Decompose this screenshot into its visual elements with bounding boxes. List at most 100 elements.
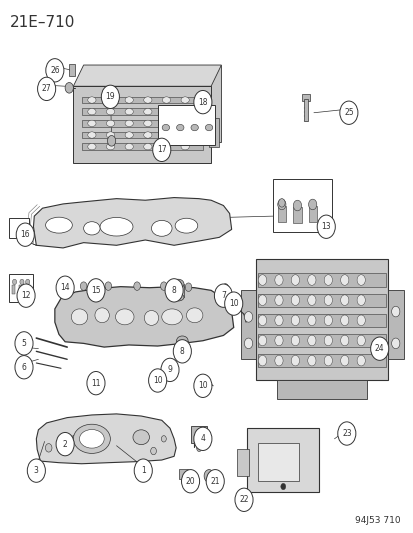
Circle shape xyxy=(356,295,364,305)
Circle shape xyxy=(307,335,315,346)
Text: 8: 8 xyxy=(180,347,184,356)
Circle shape xyxy=(161,358,178,382)
Circle shape xyxy=(80,282,87,290)
Text: 13: 13 xyxy=(320,222,330,231)
Polygon shape xyxy=(258,354,385,367)
Polygon shape xyxy=(240,290,256,359)
Bar xyxy=(293,207,301,223)
Text: 12: 12 xyxy=(21,291,31,300)
Bar xyxy=(257,443,298,481)
Circle shape xyxy=(105,282,112,290)
Circle shape xyxy=(56,432,74,456)
Ellipse shape xyxy=(115,309,134,325)
Circle shape xyxy=(291,335,299,346)
Text: 21: 21 xyxy=(210,477,219,486)
Circle shape xyxy=(56,276,74,300)
Text: 21E–710: 21E–710 xyxy=(9,14,75,30)
Circle shape xyxy=(280,483,285,490)
Ellipse shape xyxy=(172,294,183,301)
Ellipse shape xyxy=(162,124,169,131)
Circle shape xyxy=(20,279,24,285)
Circle shape xyxy=(193,374,211,398)
Ellipse shape xyxy=(106,143,114,150)
Circle shape xyxy=(65,83,73,93)
Circle shape xyxy=(340,315,348,326)
Circle shape xyxy=(277,199,285,210)
Circle shape xyxy=(193,427,211,450)
Circle shape xyxy=(274,335,282,346)
Circle shape xyxy=(356,335,364,346)
Circle shape xyxy=(308,199,316,210)
Circle shape xyxy=(293,200,301,211)
Circle shape xyxy=(134,459,152,482)
Circle shape xyxy=(148,369,166,392)
Bar xyxy=(19,285,23,294)
Circle shape xyxy=(291,295,299,305)
Polygon shape xyxy=(256,259,387,381)
Polygon shape xyxy=(18,294,21,298)
Ellipse shape xyxy=(172,279,183,289)
Text: 17: 17 xyxy=(157,146,166,155)
Text: 25: 25 xyxy=(343,108,353,117)
Text: 26: 26 xyxy=(50,66,59,75)
Polygon shape xyxy=(33,198,231,248)
Circle shape xyxy=(244,312,252,322)
Polygon shape xyxy=(81,97,202,103)
Ellipse shape xyxy=(125,143,133,150)
Ellipse shape xyxy=(180,132,189,138)
Text: 16: 16 xyxy=(20,230,30,239)
Ellipse shape xyxy=(143,120,152,126)
Bar xyxy=(69,64,75,76)
Text: 10: 10 xyxy=(197,381,207,390)
Ellipse shape xyxy=(95,308,109,322)
Polygon shape xyxy=(73,86,211,163)
Polygon shape xyxy=(387,290,403,359)
Bar xyxy=(178,469,188,479)
Bar xyxy=(172,284,183,297)
Circle shape xyxy=(356,315,364,326)
Ellipse shape xyxy=(143,132,152,138)
Circle shape xyxy=(45,443,52,452)
Bar xyxy=(209,118,219,147)
Circle shape xyxy=(87,372,105,395)
Circle shape xyxy=(185,283,191,292)
Ellipse shape xyxy=(100,217,133,236)
Text: 10: 10 xyxy=(228,299,238,308)
Circle shape xyxy=(316,215,335,238)
Text: 4: 4 xyxy=(200,434,205,443)
Ellipse shape xyxy=(176,350,188,358)
Ellipse shape xyxy=(125,132,133,138)
Ellipse shape xyxy=(125,97,133,103)
Circle shape xyxy=(258,335,266,346)
Circle shape xyxy=(340,295,348,305)
Text: 27: 27 xyxy=(42,84,51,93)
Bar xyxy=(272,179,332,232)
Circle shape xyxy=(356,274,364,285)
Ellipse shape xyxy=(106,109,114,115)
Circle shape xyxy=(258,274,266,285)
Circle shape xyxy=(17,284,35,308)
Circle shape xyxy=(258,315,266,326)
Text: 5: 5 xyxy=(21,339,26,348)
Circle shape xyxy=(214,284,232,308)
Bar xyxy=(12,285,15,294)
Ellipse shape xyxy=(143,109,152,115)
Circle shape xyxy=(15,332,33,355)
Circle shape xyxy=(323,274,332,285)
Ellipse shape xyxy=(106,97,114,103)
Ellipse shape xyxy=(106,120,114,126)
Circle shape xyxy=(27,459,45,482)
Circle shape xyxy=(258,295,266,305)
Circle shape xyxy=(181,470,199,493)
Bar xyxy=(237,449,248,476)
Ellipse shape xyxy=(180,97,189,103)
Text: 6: 6 xyxy=(21,363,26,372)
Circle shape xyxy=(161,435,166,442)
Ellipse shape xyxy=(144,311,158,325)
Bar xyxy=(308,206,316,222)
Ellipse shape xyxy=(180,109,189,115)
Circle shape xyxy=(224,292,242,316)
Ellipse shape xyxy=(205,124,212,131)
Circle shape xyxy=(204,470,214,482)
Circle shape xyxy=(307,356,315,366)
